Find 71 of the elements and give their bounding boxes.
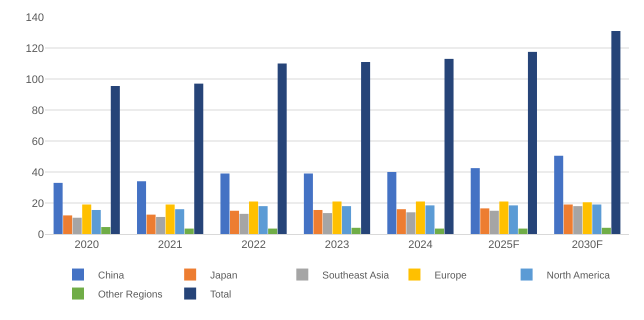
y-tick-label: 60 xyxy=(32,136,44,148)
bar xyxy=(82,204,92,234)
bar xyxy=(361,62,370,234)
bar xyxy=(304,174,313,234)
bar xyxy=(92,210,101,234)
bar xyxy=(490,210,499,234)
legend-label: North America xyxy=(546,270,610,282)
bar xyxy=(156,216,166,234)
bar xyxy=(63,215,72,234)
bar xyxy=(258,206,268,234)
x-tick-label: 2023 xyxy=(324,239,350,252)
legend-label: Total xyxy=(210,289,232,300)
bar xyxy=(470,168,480,234)
y-tick-label: 140 xyxy=(26,12,44,24)
bar xyxy=(518,228,528,234)
x-tick-label: 2030F xyxy=(572,239,604,252)
bar xyxy=(54,182,63,234)
bar xyxy=(230,210,240,234)
legend-label: Japan xyxy=(210,270,238,282)
bar xyxy=(240,214,249,234)
bar xyxy=(322,213,332,234)
bar xyxy=(249,201,258,234)
bar xyxy=(175,209,184,234)
y-tick-label: 40 xyxy=(32,166,44,179)
bar xyxy=(352,228,361,234)
bar xyxy=(611,30,620,234)
bar xyxy=(313,210,322,234)
legend-label: Other Regions xyxy=(98,289,162,300)
bar xyxy=(582,202,592,234)
bar xyxy=(592,204,602,234)
bar xyxy=(573,206,582,234)
y-tick-label: 100 xyxy=(26,74,44,86)
x-tick-label: 2022 xyxy=(241,239,266,252)
bar xyxy=(396,209,406,234)
bar xyxy=(101,227,110,234)
bar xyxy=(434,228,444,234)
x-tick-label: 2024 xyxy=(408,239,433,252)
legend-label: China xyxy=(98,270,125,282)
bar xyxy=(416,201,425,234)
bar xyxy=(110,86,120,234)
bar xyxy=(564,204,573,234)
y-tick-label: 0 xyxy=(38,228,44,241)
bar xyxy=(166,204,175,234)
bar xyxy=(508,205,518,234)
x-tick-label: 2020 xyxy=(74,239,99,252)
bar xyxy=(184,228,194,234)
bar xyxy=(602,228,611,234)
y-tick-label: 20 xyxy=(32,198,44,210)
bar xyxy=(332,201,342,234)
bar xyxy=(137,181,146,234)
bar xyxy=(268,228,278,234)
bar xyxy=(72,218,82,234)
x-tick-label: 2021 xyxy=(158,239,182,252)
y-tick-label: 120 xyxy=(26,42,44,55)
bar xyxy=(480,208,490,234)
bar xyxy=(194,84,204,234)
bar xyxy=(387,172,396,234)
bar xyxy=(220,174,230,234)
bar xyxy=(146,214,156,234)
legend-label: Southeast Asia xyxy=(322,270,390,282)
bar xyxy=(554,156,564,234)
bar xyxy=(425,205,434,234)
bar xyxy=(342,206,352,234)
bar xyxy=(406,212,416,234)
y-tick-label: 80 xyxy=(32,104,44,117)
x-tick-label: 2025F xyxy=(488,239,520,252)
bar xyxy=(499,201,508,234)
bar xyxy=(528,52,537,234)
bar xyxy=(444,58,454,234)
legend-label: Europe xyxy=(434,270,468,282)
bar xyxy=(278,64,287,234)
